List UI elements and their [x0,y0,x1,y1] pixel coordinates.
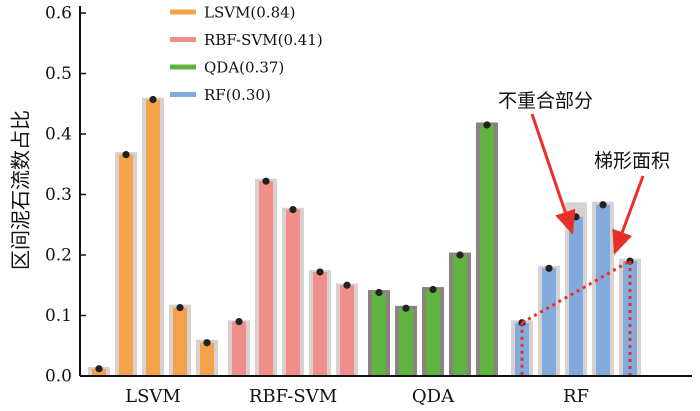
bar-lsvm [146,99,160,376]
background-bars-layer [88,97,641,376]
value-dot [203,339,211,347]
y-tick-label: 0.3 [45,185,72,205]
bar-rf [596,204,610,376]
bar-rf [569,216,583,376]
x-category-label: RBF-SVM [249,386,337,407]
y-ticks: 0.0 0.1 0.2 0.3 0.4 0.5 0.6 [45,4,86,387]
x-category-label: RF [563,386,589,407]
bar-rbf-svm [259,181,273,376]
bar-lsvm [92,368,106,376]
value-dot [176,304,184,312]
bar-qda [426,289,440,376]
value-dot [456,251,464,259]
bar-lsvm [200,342,214,376]
y-tick-label: 0.1 [45,306,72,326]
y-tick-label: 0.0 [45,367,72,387]
y-tick-label: 0.4 [45,125,72,145]
y-tick-label: 0.2 [45,246,72,266]
value-dot [375,288,383,297]
annotation-layer [520,113,645,376]
annotation-trapezoid-area: 梯形面积 [594,150,670,172]
value-dot [402,304,410,312]
annotation-non-overlap: 不重合部分 [498,90,593,112]
value-dot [572,213,580,221]
value-dot [343,281,351,289]
bar-qda [372,292,386,376]
value-dot [545,264,553,272]
arrow-trapezoid [612,175,645,255]
value-dot [235,317,243,326]
x-category-label: QDA [412,386,455,407]
y-axis-label: 区间泥石流数占比 [9,110,33,270]
value-dot [262,177,270,185]
bar-lsvm [173,307,187,376]
legend-label: RBF-SVM(0.41) [204,31,323,49]
bar-lsvm [119,154,133,376]
bar-rbf-svm [286,209,300,376]
bar-rbf-svm [232,321,246,376]
legend: LSVM(0.84) RBF-SVM(0.41) QDA(0.37) RF(0.30) [170,4,323,104]
bars-layer [92,95,637,376]
value-dot [122,150,130,159]
value-dot [599,201,607,209]
legend-label: LSVM(0.84) [204,4,296,22]
value-dot [316,268,324,276]
value-dot [95,365,103,373]
y-tick-label: 0.6 [45,4,72,24]
value-dot [429,285,437,294]
bar-rf [515,322,529,376]
value-dot [149,95,157,104]
legend-label: QDA(0.37) [204,59,284,77]
value-dot [289,206,297,214]
bar-rf [542,268,556,376]
value-dot [483,121,491,129]
bar-rbf-svm [313,271,327,376]
bar-qda [399,308,413,376]
bar-qda [453,255,467,376]
arrow-non-overlap [530,113,576,235]
x-category-label: LSVM [125,386,181,407]
y-tick-label: 0.5 [45,64,72,84]
bar-qda [480,124,494,376]
legend-label: RF(0.30) [204,86,271,104]
bar-rbf-svm [340,285,354,376]
x-categories: LSVM RBF-SVM QDA RF [125,386,589,407]
